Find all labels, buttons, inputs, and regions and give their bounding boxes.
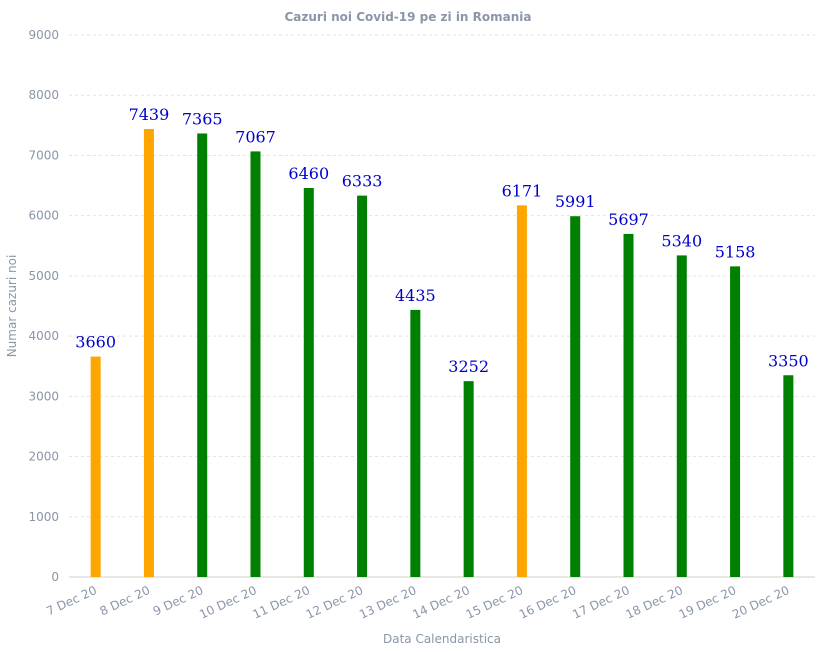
y-tick-label: 0	[51, 570, 59, 584]
data-label: 6171	[502, 181, 543, 200]
y-tick-label: 5000	[28, 269, 59, 283]
y-tick-label: 3000	[28, 389, 59, 403]
bar	[730, 266, 741, 577]
data-label: 3660	[75, 333, 116, 352]
data-label: 6460	[288, 164, 329, 183]
bar	[516, 205, 527, 578]
data-label: 5158	[715, 242, 756, 261]
x-tick-label: 11 Dec 20	[250, 583, 312, 622]
x-tick-label: 17 Dec 20	[570, 583, 632, 622]
y-tick-label: 7000	[28, 148, 59, 162]
data-label: 6333	[342, 172, 383, 191]
bar	[570, 216, 581, 577]
x-tick-label: 18 Dec 20	[623, 583, 685, 622]
data-label: 4435	[395, 286, 436, 305]
y-tick-label: 8000	[28, 88, 59, 102]
data-label: 7365	[182, 109, 223, 128]
y-tick-label: 4000	[28, 329, 59, 343]
bar	[90, 356, 101, 577]
y-tick-label: 9000	[28, 28, 59, 42]
x-axis-title: Data Calendaristica	[383, 632, 501, 646]
x-tick-label: 20 Dec 20	[730, 583, 792, 622]
bar	[197, 133, 208, 578]
x-tick-label: 16 Dec 20	[517, 583, 579, 622]
gridlines	[69, 34, 815, 518]
x-tick-label: 14 Dec 20	[410, 583, 472, 622]
x-tick-label: 19 Dec 20	[677, 583, 739, 622]
x-tick-label: 15 Dec 20	[464, 583, 526, 622]
bars	[90, 129, 794, 578]
bar	[143, 129, 154, 577]
x-tick-label: 7 Dec 20	[44, 583, 99, 618]
bar	[410, 309, 421, 577]
bar	[676, 255, 687, 577]
y-tick-label: 6000	[28, 209, 59, 223]
data-label: 5991	[555, 192, 596, 211]
y-tick-label: 2000	[28, 450, 59, 464]
bar	[303, 187, 314, 577]
data-labels: 3660 7439 7365 7067 6460 6333 4435 3252 6171 5991…	[75, 105, 808, 376]
data-label: 5340	[661, 231, 702, 250]
x-tick-label: 9 Dec 20	[151, 583, 206, 618]
chart-title: Cazuri noi Covid-19 pe zi in Romania	[284, 10, 531, 24]
y-tick-label: 1000	[28, 510, 59, 524]
data-label: 3252	[448, 357, 489, 376]
bar	[463, 381, 474, 577]
data-label: 3350	[768, 351, 809, 370]
bar	[357, 195, 368, 577]
x-tick-label: 12 Dec 20	[304, 583, 366, 622]
data-label: 5697	[608, 210, 649, 229]
bar	[250, 151, 261, 578]
bar	[623, 233, 634, 577]
bar	[783, 375, 794, 577]
x-tick-label: 13 Dec 20	[357, 583, 419, 622]
y-axis-ticks: 0 1000 2000 3000 4000 5000 6000 7000 8000 9000	[28, 28, 59, 584]
data-label: 7067	[235, 127, 276, 146]
y-axis-title: Numar cazuri noi	[5, 255, 19, 358]
x-tick-label: 8 Dec 20	[98, 583, 153, 618]
data-label: 7439	[129, 105, 170, 124]
x-tick-label: 10 Dec 20	[197, 583, 259, 622]
